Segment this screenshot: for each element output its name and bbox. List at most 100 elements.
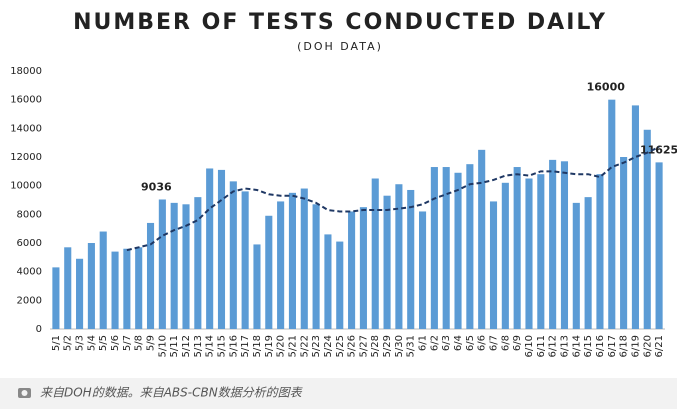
chart-title: NUMBER OF TESTS CONDUCTED DAILY (73, 10, 607, 35)
x-tick-label: 6/6 (477, 335, 488, 351)
y-tick-label: 12000 (10, 152, 42, 163)
data-label: 11625 (640, 143, 677, 156)
x-tick-label: 6/17 (607, 335, 618, 357)
bar (123, 248, 131, 329)
x-tick-label: 5/16 (228, 335, 239, 357)
x-tick-label: 5/3 (75, 335, 86, 351)
bar (194, 197, 202, 329)
y-tick-label: 8000 (17, 209, 42, 220)
x-tick-label: 6/10 (524, 335, 535, 357)
bar (87, 243, 95, 329)
bar (525, 178, 533, 329)
bar (170, 202, 178, 329)
bar (76, 258, 84, 329)
x-tick-label: 5/31 (406, 335, 417, 357)
y-tick-label: 2000 (17, 295, 42, 306)
x-tick-label: 6/1 (418, 335, 429, 351)
x-tick-label: 5/15 (216, 335, 227, 357)
x-tick-label: 5/30 (394, 335, 405, 357)
bar (501, 182, 509, 329)
bar (300, 188, 308, 329)
bar (241, 191, 249, 329)
y-tick-label: 10000 (10, 181, 42, 192)
bar (146, 222, 155, 329)
x-tick-label: 6/16 (595, 335, 606, 357)
bar (359, 207, 367, 329)
bar (288, 192, 296, 329)
bar (442, 167, 450, 329)
x-tick-label: 5/11 (169, 335, 180, 357)
x-tick-label: 6/15 (583, 335, 594, 357)
bar (348, 211, 356, 329)
chart-subtitle: (DOH DATA) (297, 40, 383, 53)
y-tick-label: 6000 (17, 238, 42, 249)
bar (206, 168, 214, 329)
x-tick-label: 5/12 (181, 335, 192, 357)
bar (596, 174, 604, 329)
x-tick-label: 6/8 (500, 335, 511, 351)
bar (608, 99, 616, 330)
x-tick-label: 5/27 (358, 335, 369, 357)
bar (620, 157, 628, 329)
moving-average-line (126, 146, 660, 252)
x-tick-label: 5/6 (110, 335, 121, 351)
bar (395, 184, 403, 329)
x-tick-label: 5/25 (335, 335, 346, 357)
x-tick-label: 6/19 (630, 335, 641, 357)
x-tick-label: 6/4 (453, 335, 464, 351)
x-tick-label: 5/1 (51, 335, 62, 351)
x-tick-label: 5/8 (134, 335, 145, 351)
x-tick-label: 5/18 (252, 335, 263, 357)
bar (64, 247, 72, 329)
bar (655, 162, 663, 329)
x-tick-label: 5/29 (382, 335, 393, 357)
data-label: 9036 (141, 180, 172, 193)
bar (643, 129, 651, 329)
x-tick-label: 5/5 (98, 335, 109, 351)
footer (0, 378, 677, 409)
bar (549, 159, 557, 329)
x-tick-label: 6/18 (619, 335, 630, 357)
bar (324, 234, 332, 329)
bar (454, 172, 462, 329)
bar (277, 201, 285, 329)
x-tick-label: 6/7 (489, 335, 500, 351)
bar (253, 244, 261, 329)
bar (478, 149, 486, 329)
bar (383, 195, 391, 329)
x-tick-label: 6/20 (642, 335, 653, 357)
y-tick-label: 4000 (17, 267, 42, 278)
x-tick-label: 6/2 (429, 335, 440, 351)
bar (572, 202, 580, 329)
x-tick-label: 5/20 (276, 335, 287, 357)
x-tick-label: 5/23 (311, 335, 322, 357)
x-tick-label: 5/19 (264, 335, 275, 357)
bar (631, 105, 639, 330)
bar (182, 204, 190, 329)
bar (430, 167, 438, 329)
bar (217, 169, 226, 329)
y-tick-label: 16000 (10, 95, 42, 106)
bar (135, 247, 143, 329)
data-label: 16000 (587, 81, 626, 94)
x-tick-label: 6/13 (559, 335, 570, 357)
x-tick-label: 5/17 (240, 335, 251, 357)
bar (336, 241, 344, 329)
bar (489, 201, 498, 329)
y-tick-label: 18000 (10, 66, 42, 77)
x-tick-label: 5/2 (63, 335, 74, 351)
x-tick-label: 5/9 (146, 335, 157, 351)
x-tick-label: 6/12 (548, 335, 559, 357)
x-tick-label: 5/21 (287, 335, 298, 357)
bar (419, 211, 427, 329)
x-tick-label: 5/22 (299, 335, 310, 357)
x-tick-label: 6/9 (512, 335, 523, 351)
x-tick-label: 5/24 (323, 335, 334, 357)
x-tick-label: 5/4 (86, 335, 97, 351)
camera-icon (18, 388, 31, 398)
bar (158, 199, 166, 329)
bar (584, 197, 592, 329)
bar (407, 189, 415, 329)
x-tick-label: 5/14 (205, 335, 216, 357)
